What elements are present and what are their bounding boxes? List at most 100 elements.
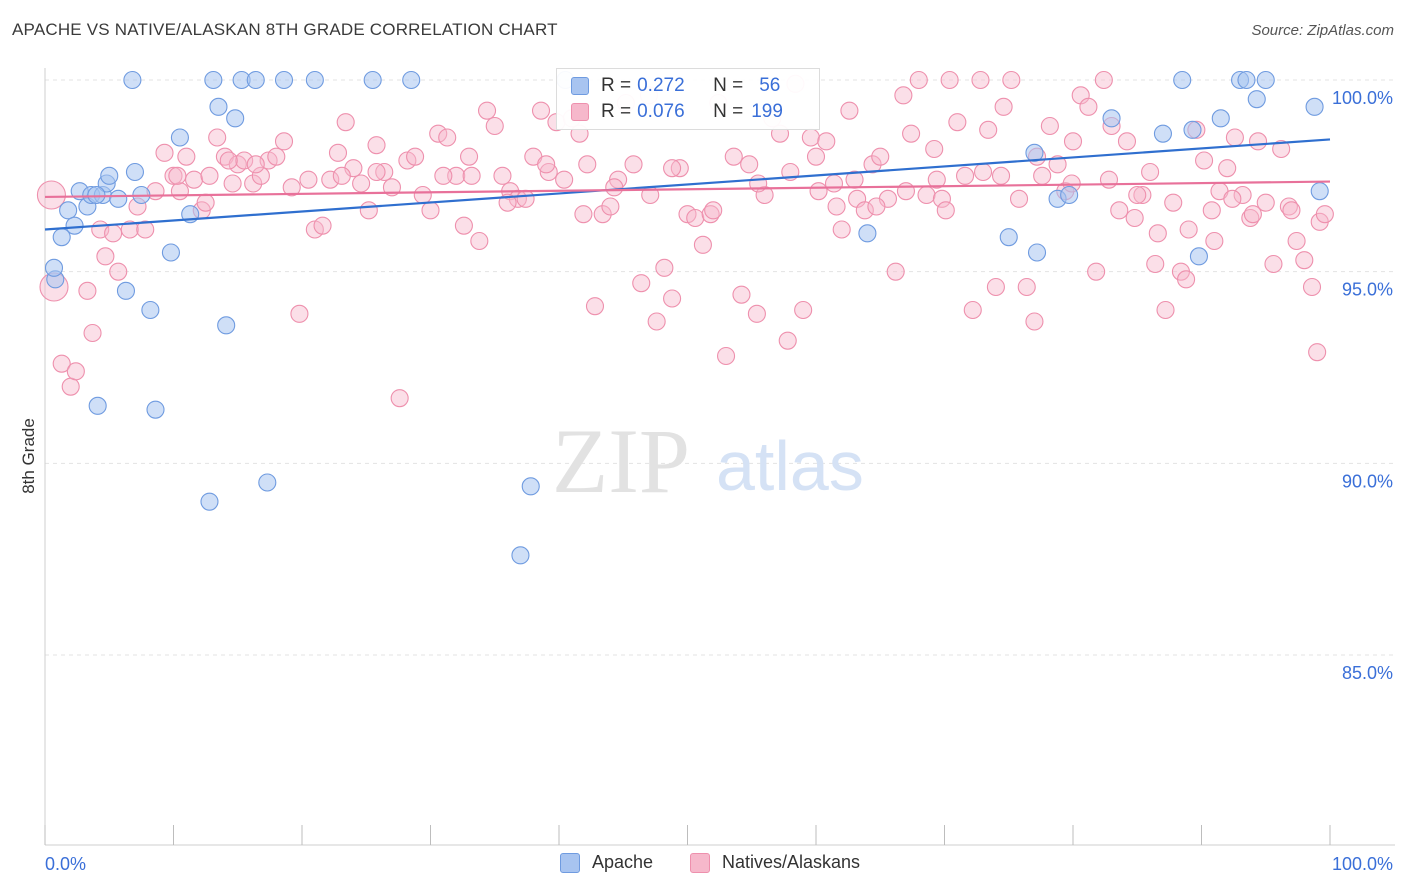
apache-point xyxy=(1256,70,1275,90)
natives-point xyxy=(413,185,432,205)
apache-point xyxy=(146,400,165,419)
apache-point xyxy=(363,70,382,90)
natives-point xyxy=(956,166,975,185)
natives-point xyxy=(1094,70,1113,90)
natives-point xyxy=(624,155,643,174)
apache-trendline xyxy=(44,138,1331,231)
apache-point xyxy=(1189,247,1208,266)
apache-point xyxy=(274,70,294,90)
legend-apache[interactable]: Apache xyxy=(560,852,653,873)
chart-source: Source: ZipAtlas.com xyxy=(1251,22,1394,39)
apache-point xyxy=(246,70,265,90)
natives-point xyxy=(1148,224,1167,243)
natives-point xyxy=(282,178,301,197)
natives-point xyxy=(1128,185,1147,205)
natives-point xyxy=(963,300,982,320)
r-value: 0.076 xyxy=(637,101,685,122)
natives-point xyxy=(164,166,183,185)
natives-point xyxy=(1308,343,1327,362)
natives-point xyxy=(1243,205,1262,224)
natives-point xyxy=(390,389,409,408)
natives-point xyxy=(1009,189,1029,208)
natives-point xyxy=(1133,185,1152,205)
natives-point xyxy=(704,201,723,220)
apache-points xyxy=(44,70,1329,565)
natives-point xyxy=(1202,201,1221,220)
natives-point xyxy=(1117,132,1137,151)
natives-point xyxy=(932,189,951,208)
n-value: 56 xyxy=(759,75,781,96)
natives-point xyxy=(755,185,774,205)
legend-natives[interactable]: Natives/Alaskans xyxy=(690,852,860,873)
apache-point xyxy=(141,300,160,320)
x-tick-label: 0.0% xyxy=(45,854,86,874)
x-tick-label: 100.0% xyxy=(1332,854,1393,874)
natives-point xyxy=(1141,162,1160,182)
watermark-atlas: atlas xyxy=(716,427,864,505)
apache-point xyxy=(1025,143,1044,162)
apache-point xyxy=(161,243,180,262)
natives-point xyxy=(1063,132,1083,151)
apache-point xyxy=(999,228,1018,247)
apache-point xyxy=(858,224,877,243)
natives-point xyxy=(1040,116,1059,136)
natives-point xyxy=(601,197,620,216)
natives-point xyxy=(104,224,123,243)
natives-point xyxy=(313,216,332,235)
apache-swatch xyxy=(571,77,589,95)
natives-point xyxy=(537,155,556,174)
natives-point xyxy=(747,304,766,323)
natives-point xyxy=(817,132,836,151)
n-label: N = xyxy=(713,101,744,122)
natives-point xyxy=(894,86,913,105)
natives-point xyxy=(1164,193,1183,212)
natives-point xyxy=(670,159,689,178)
natives-point xyxy=(740,155,759,174)
natives-point xyxy=(1218,159,1237,178)
natives-point xyxy=(973,162,993,182)
natives-point xyxy=(299,170,318,189)
natives-point xyxy=(170,182,189,201)
natives-point xyxy=(454,216,473,235)
natives-point xyxy=(593,205,612,224)
natives-point xyxy=(83,323,102,343)
natives-point xyxy=(605,178,624,197)
natives-point xyxy=(459,147,479,166)
natives-point xyxy=(290,304,309,323)
natives-point xyxy=(223,174,242,193)
natives-point xyxy=(1079,97,1098,116)
natives-point xyxy=(321,170,340,189)
natives-point xyxy=(477,101,497,120)
natives-point xyxy=(447,166,466,185)
natives-point xyxy=(352,174,371,193)
natives-point xyxy=(1315,205,1334,224)
legend-natives-label: Natives/Alaskans xyxy=(722,852,861,872)
natives-point xyxy=(367,162,386,182)
natives-point xyxy=(200,166,219,185)
trend-lines xyxy=(44,138,1331,231)
natives-point xyxy=(1146,254,1165,274)
natives-point xyxy=(1295,251,1314,270)
apache-point xyxy=(402,70,421,90)
natives-point xyxy=(52,354,71,373)
apache-point xyxy=(217,316,236,335)
natives-point xyxy=(686,208,705,228)
natives-point xyxy=(421,201,440,220)
apache-point xyxy=(116,281,136,300)
natives-point xyxy=(632,274,651,293)
apache-point xyxy=(305,70,324,90)
n-value: 199 xyxy=(751,101,783,122)
natives-point xyxy=(832,220,851,239)
natives-point xyxy=(485,116,504,136)
natives-point xyxy=(78,281,97,300)
apache-point xyxy=(226,109,245,128)
natives-point xyxy=(716,346,736,366)
natives-point xyxy=(867,197,886,216)
natives-point xyxy=(809,182,828,201)
apache-swatch xyxy=(560,852,580,873)
natives-point xyxy=(1256,193,1275,212)
natives-point xyxy=(794,300,813,320)
natives-point xyxy=(168,166,187,185)
y-tick-label: 85.0% xyxy=(1342,663,1393,683)
natives-point xyxy=(585,297,605,316)
